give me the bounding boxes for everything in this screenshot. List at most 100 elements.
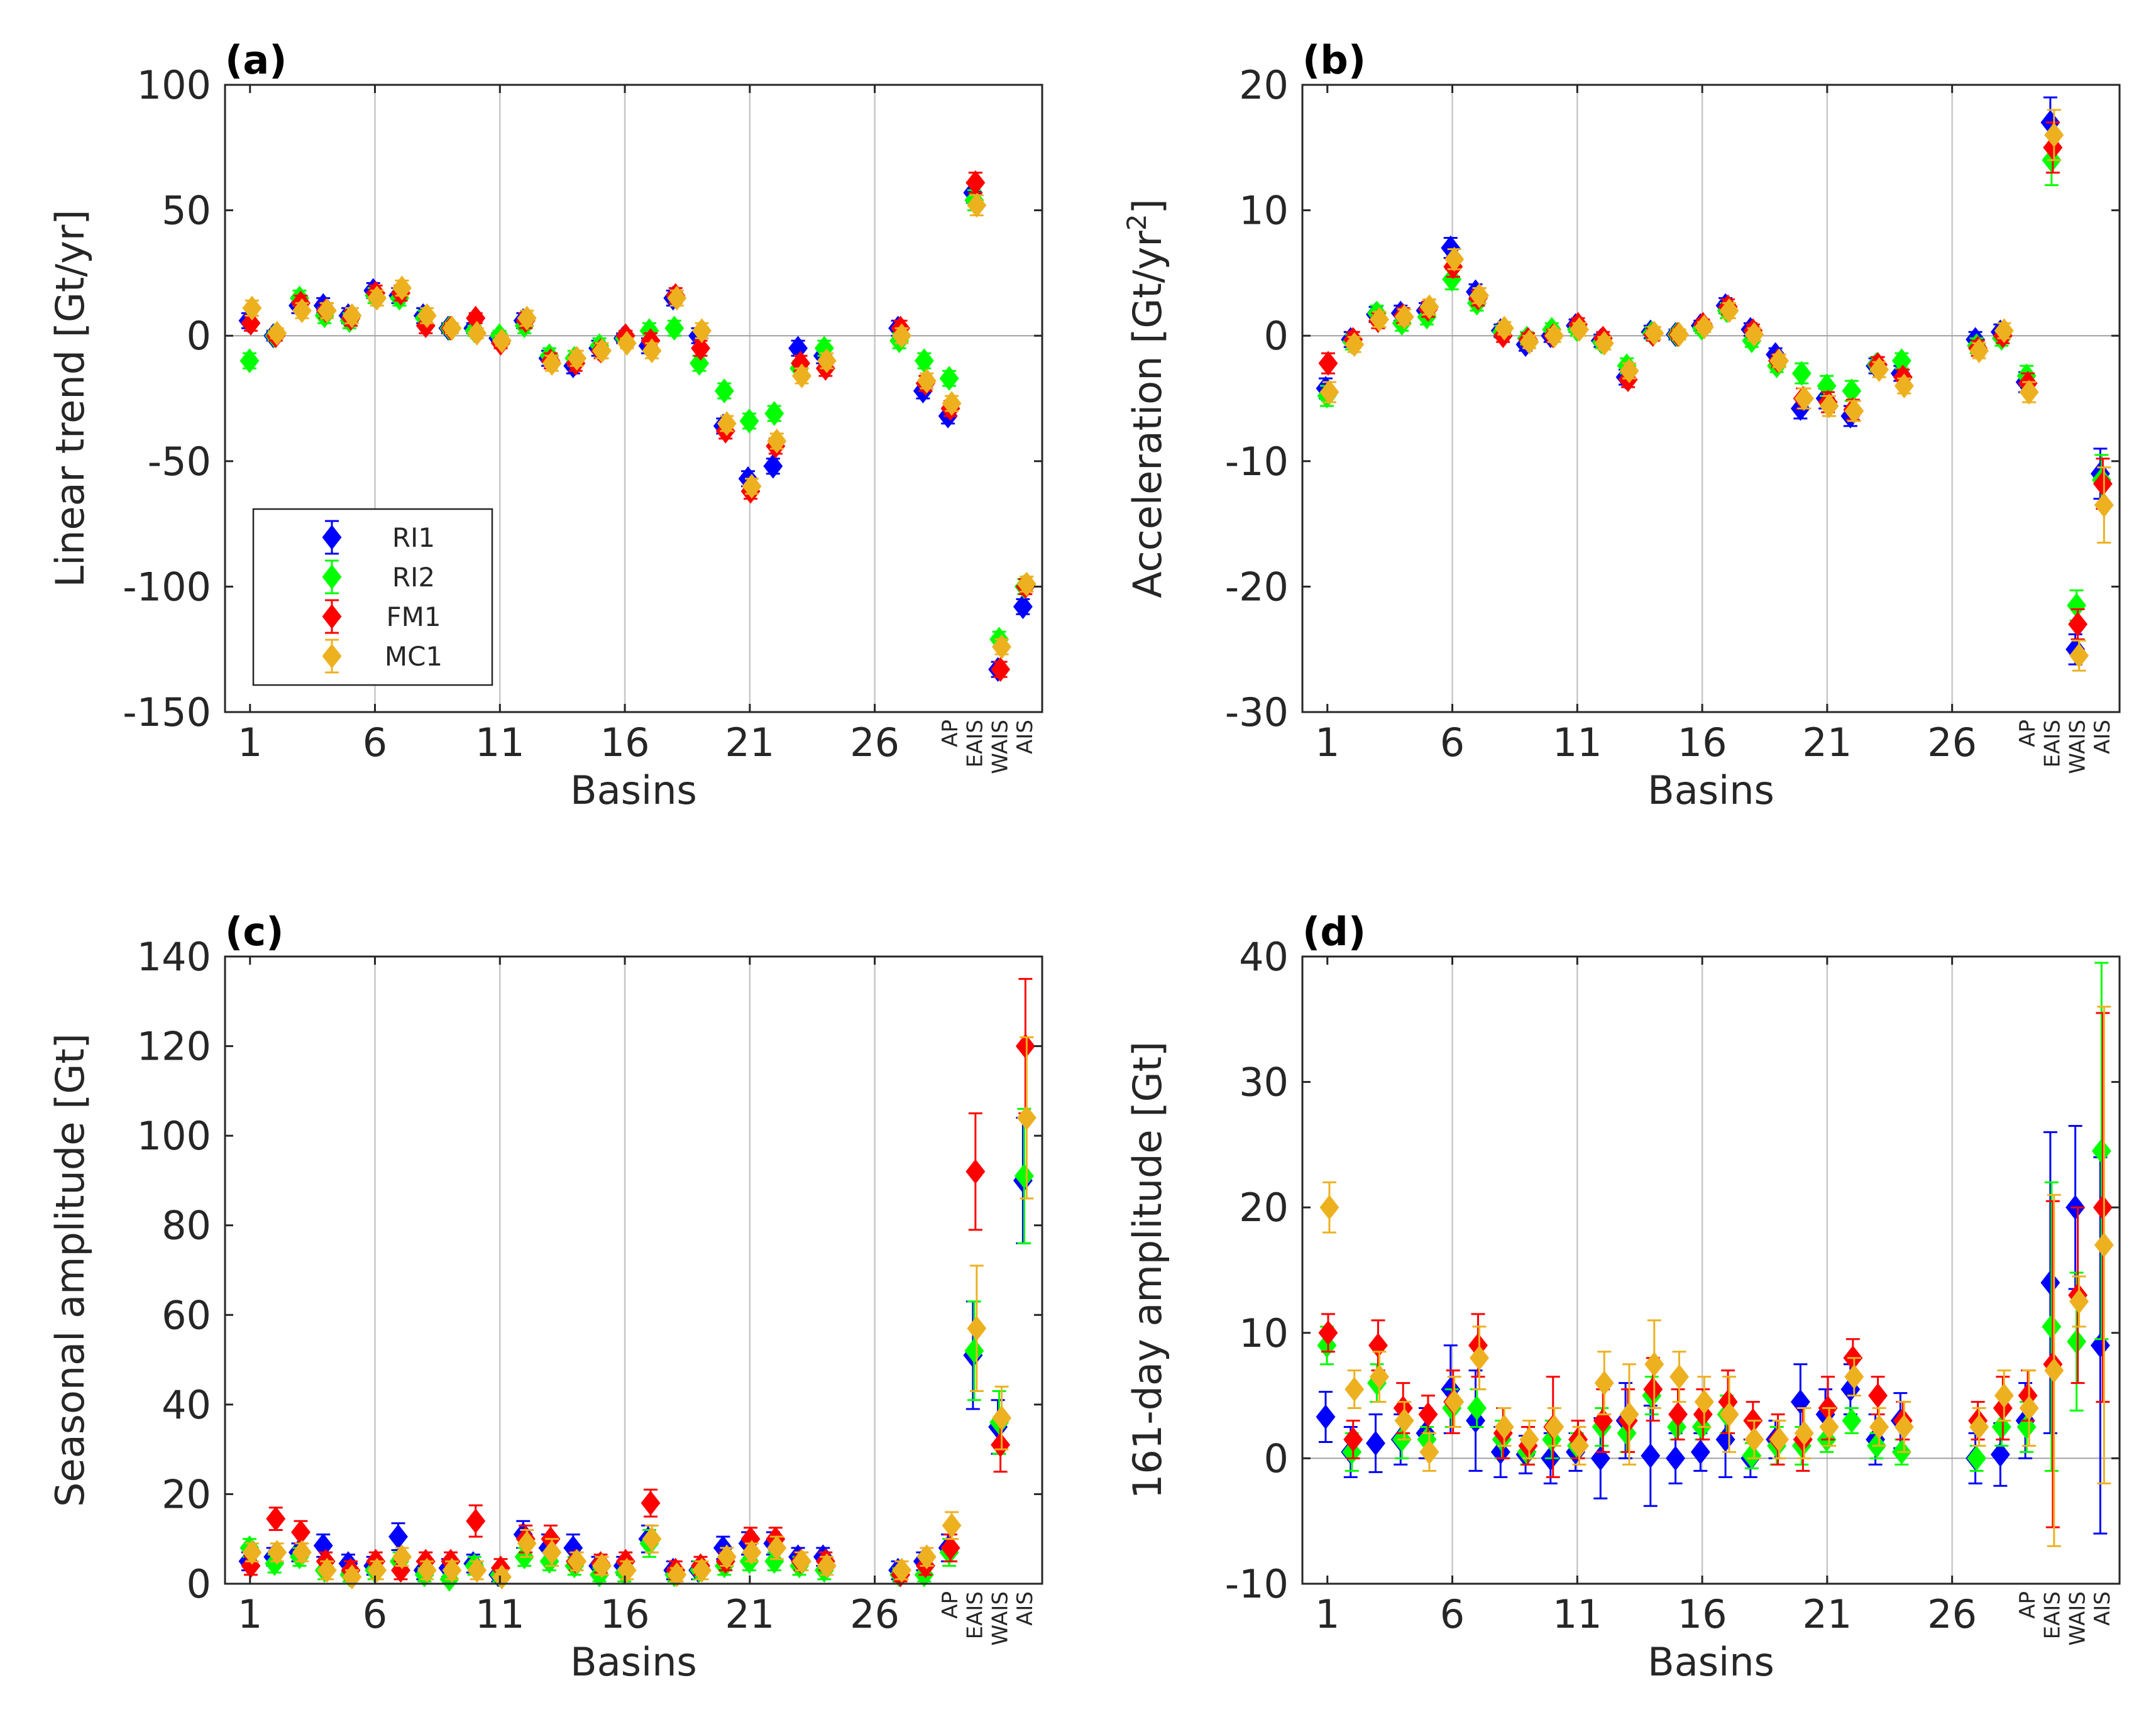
legend-marker [322, 564, 342, 590]
y-tick-label: -20 [1225, 564, 1289, 610]
y-axis-label: 161-day amplitude [Gt] [1125, 1041, 1170, 1499]
data-point [1016, 1105, 1037, 1131]
data-point [2091, 1138, 2111, 1164]
axes-frame [1301, 955, 2121, 1585]
data-point [542, 1540, 562, 1565]
data-point [2019, 1395, 2039, 1421]
y-tick-label: 100 [137, 62, 211, 108]
data-point [592, 1553, 612, 1579]
x-tick-label: 11 [475, 1591, 525, 1637]
data-point [1494, 315, 1514, 341]
data-point [942, 1513, 962, 1538]
data-point [342, 303, 362, 329]
data-point [916, 368, 937, 393]
data-point [1619, 1401, 1639, 1427]
data-point [467, 1557, 487, 1583]
region-label: AP [938, 1591, 963, 1619]
data-point [1444, 1389, 1465, 1415]
data-point [2069, 1289, 2089, 1314]
region-label: EAIS [963, 720, 988, 767]
data-point [1967, 1445, 1987, 1471]
plot-area [1302, 957, 2120, 1584]
data-point [1345, 332, 1365, 357]
data-point [1319, 1195, 1339, 1220]
legend-item-RI1: RI1 [322, 520, 435, 555]
x-tick-label: 26 [850, 1591, 899, 1637]
y-tick-label: 0 [187, 1561, 211, 1607]
region-label: EAIS [2040, 720, 2065, 767]
data-point [1794, 386, 1814, 411]
data-point [1644, 1351, 1664, 1377]
legend-box [252, 508, 493, 686]
x-tick-label: 21 [1802, 1591, 1852, 1637]
legend: RI1 RI2 FM1 MC1 [252, 508, 493, 686]
y-axis-label-superscript: 2 [1121, 214, 1152, 231]
data-point [1594, 1370, 1614, 1396]
data-point [642, 338, 662, 363]
y-axis-label-text: Seasonal amplitude [Gt] [47, 1033, 93, 1507]
data-point [692, 318, 712, 344]
data-point [1719, 298, 1739, 324]
y-tick-label: 50 [162, 188, 211, 234]
y-tick-label: -30 [1225, 689, 1289, 735]
data-point [1844, 398, 1864, 424]
data-point [1719, 1401, 1739, 1427]
data-point [742, 1540, 762, 1565]
data-point [1969, 1414, 1989, 1440]
data-point [1345, 1376, 1365, 1402]
data-point [2044, 1357, 2064, 1383]
x-tick-label: 16 [600, 1591, 650, 1637]
data-point [717, 411, 737, 436]
region-label: AIS [1013, 1591, 1038, 1626]
x-tick-label: 26 [1927, 1591, 1977, 1637]
legend-label: RI1 [392, 522, 435, 553]
data-point [1894, 373, 1914, 398]
data-point [664, 315, 685, 341]
y-axis-label-text: Acceleration [Gt/yr [1125, 231, 1170, 598]
data-point [991, 657, 1011, 682]
y-tick-label: -50 [148, 439, 211, 485]
axes-frame [1301, 84, 2121, 713]
data-point [965, 1159, 986, 1184]
legend-label: FM1 [386, 601, 441, 632]
data-point [1593, 1408, 1613, 1434]
region-label: AIS [2090, 1591, 2115, 1626]
region-label: AP [938, 720, 963, 747]
data-point [1369, 1364, 1389, 1390]
y-tick-label: 10 [1239, 188, 1289, 234]
data-point [1769, 1427, 1789, 1452]
data-point [1690, 1439, 1710, 1465]
data-point [1014, 1163, 1034, 1189]
y-tick-label: 40 [1239, 934, 1289, 980]
y-tick-label: 30 [1239, 1060, 1289, 1105]
data-point [1470, 283, 1489, 309]
data-point [317, 298, 337, 324]
data-point [1769, 348, 1789, 373]
data-point [517, 1531, 537, 1556]
x-tick-label: 16 [1678, 1591, 1727, 1637]
y-axis-label: Seasonal amplitude [Gt] [47, 1033, 93, 1507]
data-point [239, 348, 260, 373]
data-point [267, 1540, 287, 1565]
region-label: WAIS [2065, 720, 2090, 774]
data-point [764, 401, 784, 426]
legend-item-RI2: RI2 [322, 559, 435, 595]
x-tick-label: 1 [238, 720, 262, 765]
data-point [817, 348, 837, 373]
data-point [767, 1535, 787, 1560]
data-point [692, 1557, 712, 1583]
data-point [1494, 1414, 1514, 1440]
region-label: AIS [2090, 720, 2115, 754]
data-point [292, 1540, 312, 1565]
data-point [1419, 294, 1439, 320]
y-tick-label: -150 [123, 689, 211, 735]
data-point [1819, 393, 1839, 419]
data-point [667, 285, 687, 311]
data-point [617, 1557, 637, 1583]
data-layer [238, 978, 1037, 1592]
x-tick-label: 11 [1553, 720, 1602, 765]
data-point [942, 391, 962, 416]
